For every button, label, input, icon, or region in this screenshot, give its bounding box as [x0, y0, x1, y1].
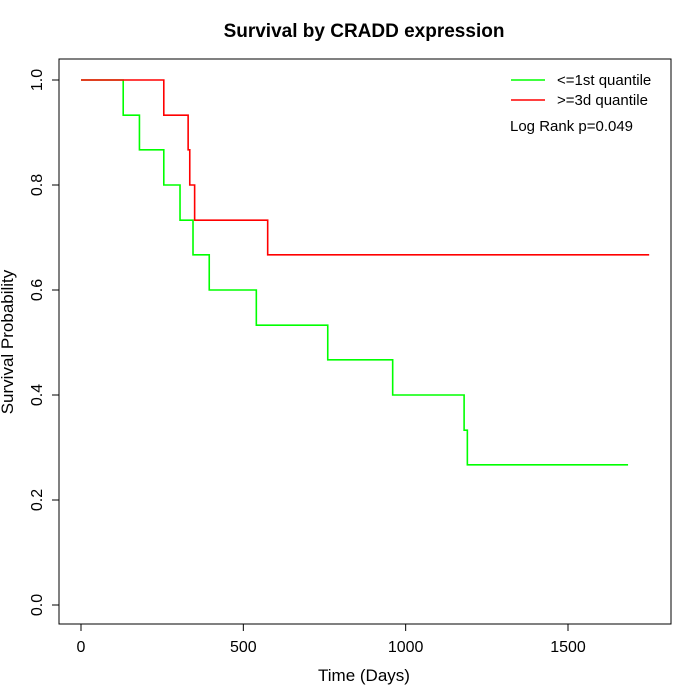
y-tick-label: 0.2: [29, 489, 46, 511]
series-line-0: [81, 79, 629, 466]
plot-frame: [58, 58, 672, 625]
y-tick-label: 0.0: [29, 594, 46, 616]
y-tick-label: 1.0: [29, 69, 46, 91]
x-tick-label: 500: [230, 639, 257, 656]
chart-title: Survival by CRADD expression: [224, 21, 505, 42]
x-axis-label: Time (Days): [318, 666, 410, 685]
y-axis-label: Survival Probability: [0, 269, 17, 414]
legend: <=1st quantile >=3d quantile: [511, 72, 651, 109]
x-tick-label: 1500: [550, 639, 586, 656]
x-axis: 0 500 1000 1500: [77, 623, 586, 656]
y-tick-label: 0.8: [29, 174, 46, 196]
x-tick-label: 1000: [388, 639, 424, 656]
legend-label: >=3d quantile: [557, 92, 648, 109]
y-tick-label: 0.6: [29, 279, 46, 301]
legend-label: <=1st quantile: [557, 72, 651, 89]
x-tick-label: 0: [77, 639, 86, 656]
series-layer: [81, 79, 650, 466]
y-axis: 0.0 0.2 0.4 0.6 0.8 1.0: [29, 69, 60, 616]
y-tick-label: 0.4: [29, 384, 46, 406]
series-line-1: [81, 79, 650, 256]
log-rank-annotation: Log Rank p=0.049: [510, 118, 633, 135]
